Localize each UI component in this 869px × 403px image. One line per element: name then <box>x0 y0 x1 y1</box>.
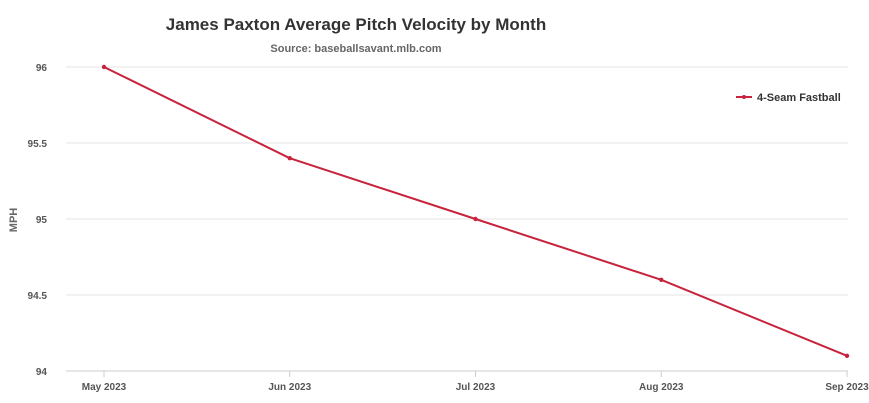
chart-subtitle: Source: baseballsavant.mlb.com <box>270 43 441 55</box>
x-axis-ticks: May 2023 Jun 2023 Jul 2023 Aug 2023 Sep 2023 <box>82 371 869 393</box>
series-layer <box>101 64 850 358</box>
series-line-4-seam-fastball <box>103 66 848 357</box>
y-tick-label: 95 <box>36 215 48 226</box>
legend[interactable]: 4-Seam Fastball <box>736 92 841 104</box>
x-tick-label: Sep 2023 <box>825 382 869 393</box>
data-point[interactable] <box>287 156 292 161</box>
y-tick-label: 96 <box>36 63 48 74</box>
data-point[interactable] <box>473 216 478 222</box>
y-axis-ticks: 94 94.5 95 95.5 96 <box>28 63 48 378</box>
x-tick-label: May 2023 <box>82 382 127 393</box>
gridlines <box>66 66 848 296</box>
y-axis-title: MPH <box>8 208 20 233</box>
x-tick-label: Jun 2023 <box>268 382 311 393</box>
x-tick-label: Jul 2023 <box>456 382 496 393</box>
y-tick-label: 94 <box>36 367 48 378</box>
legend-label[interactable]: 4-Seam Fastball <box>757 92 841 104</box>
y-tick-label: 95.5 <box>28 139 48 150</box>
y-tick-label: 94.5 <box>28 291 48 302</box>
chart-title: James Paxton Average Pitch Velocity by M… <box>166 15 546 34</box>
legend-dot-marker <box>742 95 746 99</box>
data-point[interactable] <box>844 353 850 358</box>
data-point[interactable] <box>101 64 107 70</box>
x-tick-label: Aug 2023 <box>639 382 684 393</box>
data-point[interactable] <box>659 277 664 282</box>
